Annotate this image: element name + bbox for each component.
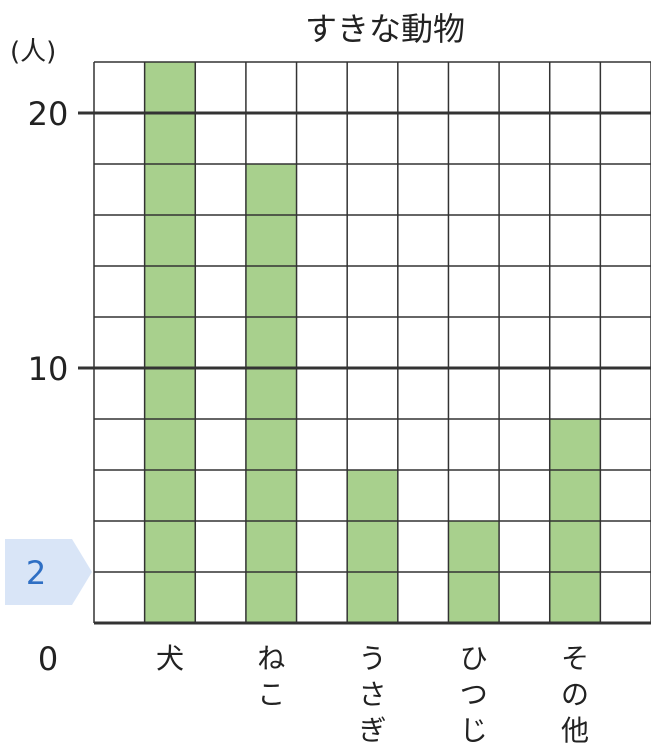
x-category-label: その他 [561,642,589,746]
bar-3 [347,470,398,623]
y-tick-label: 10 [28,350,69,388]
y-tick-labels: 0 10 20 [28,95,69,678]
x-category-label: ねこ [257,642,285,711]
y-tick-label: 0 [38,640,58,678]
x-category-label: 犬 [156,642,184,675]
y-tick-label: 20 [28,95,69,133]
bar-2 [245,164,297,623]
x-category-label: ひつじ [460,642,488,746]
scale-marker-label: 2 [26,554,46,592]
chart-title: すきな動物 [305,10,465,48]
x-category-label: うさぎ [358,642,386,746]
bar-1 [144,62,196,623]
y-axis-unit-label: (人) [10,37,56,67]
scale-marker-arrow [5,539,92,605]
bars-group [144,62,601,623]
x-category-labels: 犬 ねこ うさぎ ひつじ その他 [156,642,589,746]
y-scale-marker: 2 [5,539,92,605]
grid-lines [78,61,651,625]
